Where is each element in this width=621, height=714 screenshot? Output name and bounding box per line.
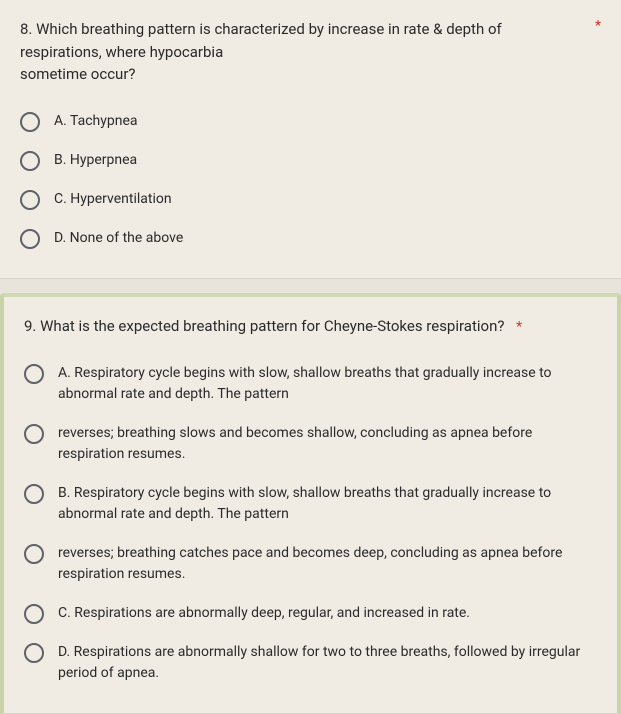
option-label: A. Tachypnea [54, 111, 138, 132]
option-label: reverses; breathing slows and becomes sh… [58, 423, 597, 465]
question-8-header: 8. Which breathing pattern is characteri… [20, 18, 601, 86]
option-label: B. Hyperpnea [54, 150, 137, 171]
option-label: C. Hyperventilation [54, 189, 172, 210]
option-b2-row[interactable]: reverses; breathing catches pace and bec… [24, 534, 597, 594]
radio-icon[interactable] [24, 484, 44, 504]
option-c-row[interactable]: C. Hyperventilation [20, 180, 601, 219]
option-label: C. Respirations are abnormally deep, reg… [58, 603, 470, 624]
question-prompt: What is the expected breathing pattern f… [40, 317, 504, 335]
option-d-row[interactable]: D. Respirations are abnormally shallow f… [24, 633, 597, 693]
radio-icon[interactable] [20, 229, 40, 249]
option-label: B. Respiratory cycle begins with slow, s… [58, 483, 597, 525]
question-9-header: 9. What is the expected breathing patter… [24, 315, 597, 338]
question-8-text: 8. Which breathing pattern is characteri… [20, 18, 587, 86]
question-8-block: 8. Which breathing pattern is characteri… [0, 0, 621, 279]
radio-icon[interactable] [24, 604, 44, 624]
option-label: D. Respirations are abnormally shallow f… [58, 642, 597, 684]
option-b-row[interactable]: B. Hyperpnea [20, 141, 601, 180]
radio-icon[interactable] [24, 643, 44, 663]
radio-icon[interactable] [20, 151, 40, 171]
option-a1-row[interactable]: A. Respiratory cycle begins with slow, s… [24, 354, 597, 414]
question-9-block: 9. What is the expected breathing patter… [0, 293, 621, 714]
question-9-text: 9. What is the expected breathing patter… [24, 315, 597, 338]
option-label: A. Respiratory cycle begins with slow, s… [58, 363, 597, 405]
option-d-row[interactable]: D. None of the above [20, 219, 601, 258]
option-c-row[interactable]: C. Respirations are abnormally deep, reg… [24, 594, 597, 633]
question-9-options: A. Respiratory cycle begins with slow, s… [24, 354, 597, 693]
radio-icon[interactable] [20, 190, 40, 210]
option-a2-row[interactable]: reverses; breathing slows and becomes sh… [24, 414, 597, 474]
question-number: 9. [24, 317, 36, 335]
question-prompt: Which breathing pattern is characterized… [20, 20, 502, 61]
radio-icon[interactable] [24, 544, 44, 564]
required-asterisk: * [516, 319, 522, 335]
question-prompt-line2: sometime occur? [20, 65, 136, 83]
radio-icon[interactable] [24, 424, 44, 444]
question-number: 8. [20, 20, 32, 38]
option-label: reverses; breathing catches pace and bec… [58, 543, 597, 585]
required-asterisk: * [595, 18, 601, 34]
option-b1-row[interactable]: B. Respiratory cycle begins with slow, s… [24, 474, 597, 534]
option-a-row[interactable]: A. Tachypnea [20, 102, 601, 141]
radio-icon[interactable] [24, 364, 44, 384]
radio-icon[interactable] [20, 112, 40, 132]
question-8-options: A. Tachypnea B. Hyperpnea C. Hyperventil… [20, 102, 601, 258]
option-label: D. None of the above [54, 228, 183, 249]
